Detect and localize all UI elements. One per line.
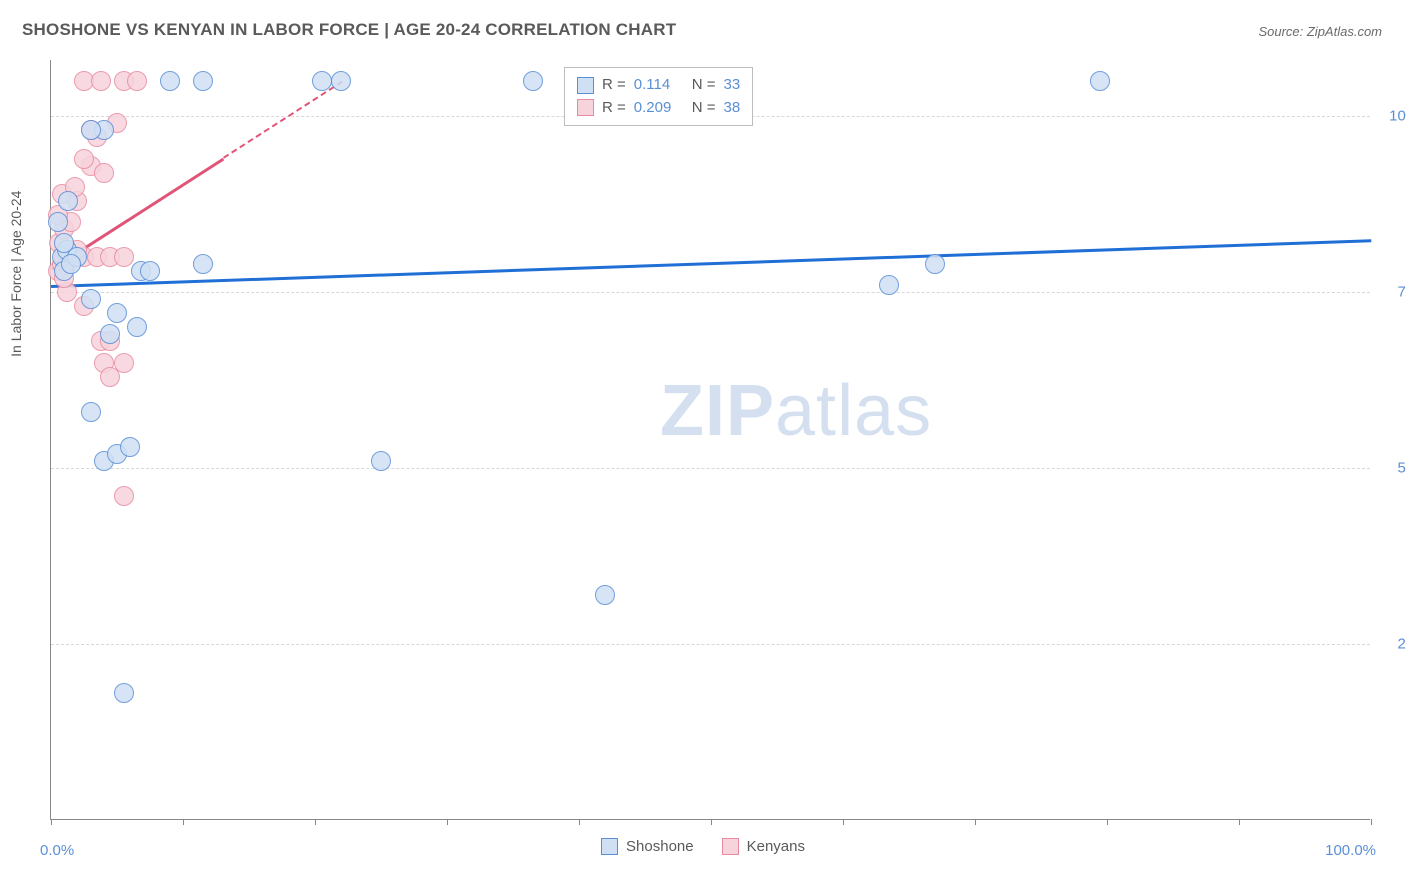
legend-swatch-shoshone: [577, 77, 594, 94]
data-point-kenyans: [114, 247, 134, 267]
data-point-shoshone: [107, 303, 127, 323]
x-tick: [711, 819, 712, 825]
y-tick-label: 100.0%: [1380, 108, 1406, 125]
data-point-kenyans: [94, 163, 114, 183]
y-tick-label: 50.0%: [1380, 460, 1406, 477]
x-tick: [51, 819, 52, 825]
chart-title: SHOSHONE VS KENYAN IN LABOR FORCE | AGE …: [22, 20, 676, 40]
data-point-shoshone: [193, 71, 213, 91]
data-point-shoshone: [312, 71, 332, 91]
data-point-shoshone: [100, 324, 120, 344]
x-tick: [1239, 819, 1240, 825]
data-point-shoshone: [127, 317, 147, 337]
data-point-kenyans: [91, 71, 111, 91]
data-point-shoshone: [58, 191, 78, 211]
data-point-shoshone: [879, 275, 899, 295]
correlation-chart: SHOSHONE VS KENYAN IN LABOR FORCE | AGE …: [0, 0, 1406, 892]
stats-legend-box: R = 0.114 N = 33 R = 0.209 N = 38: [564, 67, 753, 126]
x-tick: [447, 819, 448, 825]
data-point-shoshone: [48, 212, 68, 232]
series-legend: Shoshone Kenyans: [0, 838, 1406, 855]
legend-item-kenyans: Kenyans: [722, 838, 805, 855]
y-tick-label: 25.0%: [1380, 636, 1406, 653]
data-point-shoshone: [81, 120, 101, 140]
trend-line: [223, 81, 343, 159]
data-point-shoshone: [371, 451, 391, 471]
stats-r-value-shoshone: 0.114: [634, 74, 684, 97]
stats-r-label: R =: [602, 97, 626, 120]
stats-r-value-kenyans: 0.209: [634, 97, 684, 120]
gridline-h: [51, 644, 1370, 645]
data-point-kenyans: [74, 149, 94, 169]
data-point-shoshone: [193, 254, 213, 274]
legend-swatch-kenyans: [577, 99, 594, 116]
data-point-shoshone: [595, 585, 615, 605]
data-point-shoshone: [120, 437, 140, 457]
stats-n-label: N =: [692, 97, 716, 120]
x-tick: [1107, 819, 1108, 825]
y-axis-label: In Labor Force | Age 20-24: [8, 191, 24, 357]
data-point-shoshone: [1090, 71, 1110, 91]
stats-row-shoshone: R = 0.114 N = 33: [577, 74, 740, 97]
x-tick: [843, 819, 844, 825]
x-tick: [579, 819, 580, 825]
data-point-kenyans: [114, 486, 134, 506]
stats-n-value-kenyans: 38: [724, 97, 741, 120]
chart-source: Source: ZipAtlas.com: [1258, 24, 1382, 39]
data-point-shoshone: [160, 71, 180, 91]
data-point-shoshone: [523, 71, 543, 91]
data-point-shoshone: [81, 402, 101, 422]
trend-line: [51, 239, 1371, 288]
data-point-shoshone: [114, 683, 134, 703]
stats-n-value-shoshone: 33: [724, 74, 741, 97]
stats-row-kenyans: R = 0.209 N = 38: [577, 97, 740, 120]
plot-area: 25.0%50.0%75.0%100.0%: [50, 60, 1370, 820]
data-point-shoshone: [61, 254, 81, 274]
x-tick: [315, 819, 316, 825]
data-point-shoshone: [140, 261, 160, 281]
data-point-kenyans: [114, 353, 134, 373]
y-tick-label: 75.0%: [1380, 284, 1406, 301]
x-tick: [975, 819, 976, 825]
gridline-h: [51, 292, 1370, 293]
x-tick: [183, 819, 184, 825]
legend-swatch-shoshone: [601, 838, 618, 855]
data-point-shoshone: [925, 254, 945, 274]
legend-label-kenyans: Kenyans: [747, 838, 805, 855]
legend-swatch-kenyans: [722, 838, 739, 855]
stats-r-label: R =: [602, 74, 626, 97]
x-tick: [1371, 819, 1372, 825]
data-point-shoshone: [81, 289, 101, 309]
data-point-shoshone: [331, 71, 351, 91]
gridline-h: [51, 468, 1370, 469]
legend-item-shoshone: Shoshone: [601, 838, 694, 855]
data-point-kenyans: [127, 71, 147, 91]
legend-label-shoshone: Shoshone: [626, 838, 694, 855]
stats-n-label: N =: [692, 74, 716, 97]
